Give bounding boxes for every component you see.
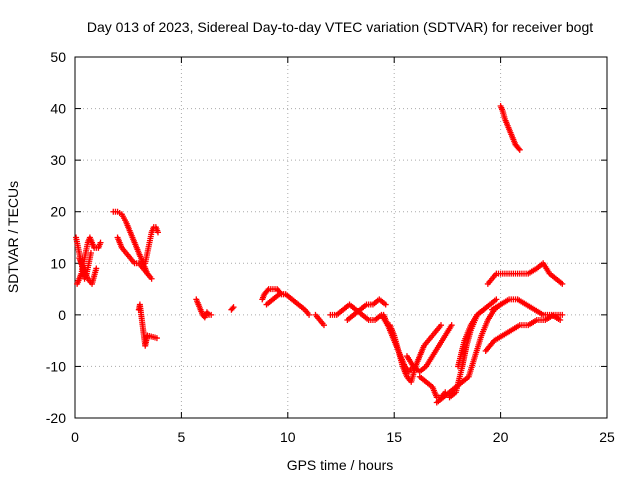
data-point [148, 275, 155, 282]
data-point [493, 296, 500, 303]
series-track-3h [142, 224, 161, 267]
y-tick-label: -10 [46, 358, 66, 374]
series-track-16-17h [403, 322, 455, 375]
series-track-10h [263, 291, 313, 318]
series-track-19-23h-lower [482, 311, 566, 354]
data-point [515, 145, 522, 152]
x-tick-label: 25 [599, 429, 615, 445]
data-points [73, 102, 566, 406]
y-axis-label: SDTVAR / TECUs [5, 181, 21, 293]
data-point [153, 335, 160, 342]
data-point [205, 310, 211, 317]
series-track-19-23h-upper [484, 260, 566, 287]
series-early-cluster-c [76, 255, 100, 287]
y-tick-label: 0 [58, 307, 66, 323]
series-track-19-23h-middle [489, 296, 564, 324]
data-point [306, 311, 313, 318]
data-point [516, 146, 523, 153]
chart-title: Day 013 of 2023, Sidereal Day-to-day VTE… [87, 19, 593, 35]
data-point [320, 322, 327, 329]
gridlines [75, 57, 607, 418]
x-tick-label: 0 [71, 429, 79, 445]
series-track-13-15h [344, 296, 389, 324]
data-point [230, 304, 237, 311]
x-tick-label: 5 [178, 429, 186, 445]
series-track-12h [312, 311, 327, 329]
data-point [264, 287, 271, 294]
series-track-7h [228, 304, 237, 313]
x-tick-label: 20 [493, 429, 509, 445]
data-point [208, 311, 215, 318]
series-track-6h [193, 296, 215, 321]
series-track-20h-high [497, 102, 523, 153]
data-point [97, 239, 104, 246]
data-point [87, 249, 94, 256]
data-point [93, 265, 100, 272]
x-axis-label: GPS time / hours [287, 457, 394, 473]
data-point [154, 229, 161, 236]
y-tick-label: 20 [50, 204, 66, 220]
data-point [448, 322, 455, 329]
y-tick-label: -20 [46, 410, 66, 426]
series-outlier-3h [135, 301, 160, 349]
axis-ticks: 0 5 10 15 20 25 -20 -10 0 10 20 30 40 50 [46, 49, 615, 445]
series-track-2h-b [114, 234, 155, 282]
y-tick-label: 10 [50, 255, 66, 271]
data-point [557, 317, 564, 324]
data-point [559, 311, 566, 318]
data-point [559, 280, 566, 287]
data-point [382, 301, 389, 308]
x-tick-label: 10 [280, 429, 296, 445]
series-track-18-20h [455, 296, 500, 370]
data-point [438, 322, 445, 329]
data-point [229, 305, 236, 312]
y-tick-label: 50 [50, 49, 66, 65]
y-tick-label: 40 [50, 101, 66, 117]
x-tick-label: 15 [386, 429, 402, 445]
y-tick-label: 30 [50, 152, 66, 168]
